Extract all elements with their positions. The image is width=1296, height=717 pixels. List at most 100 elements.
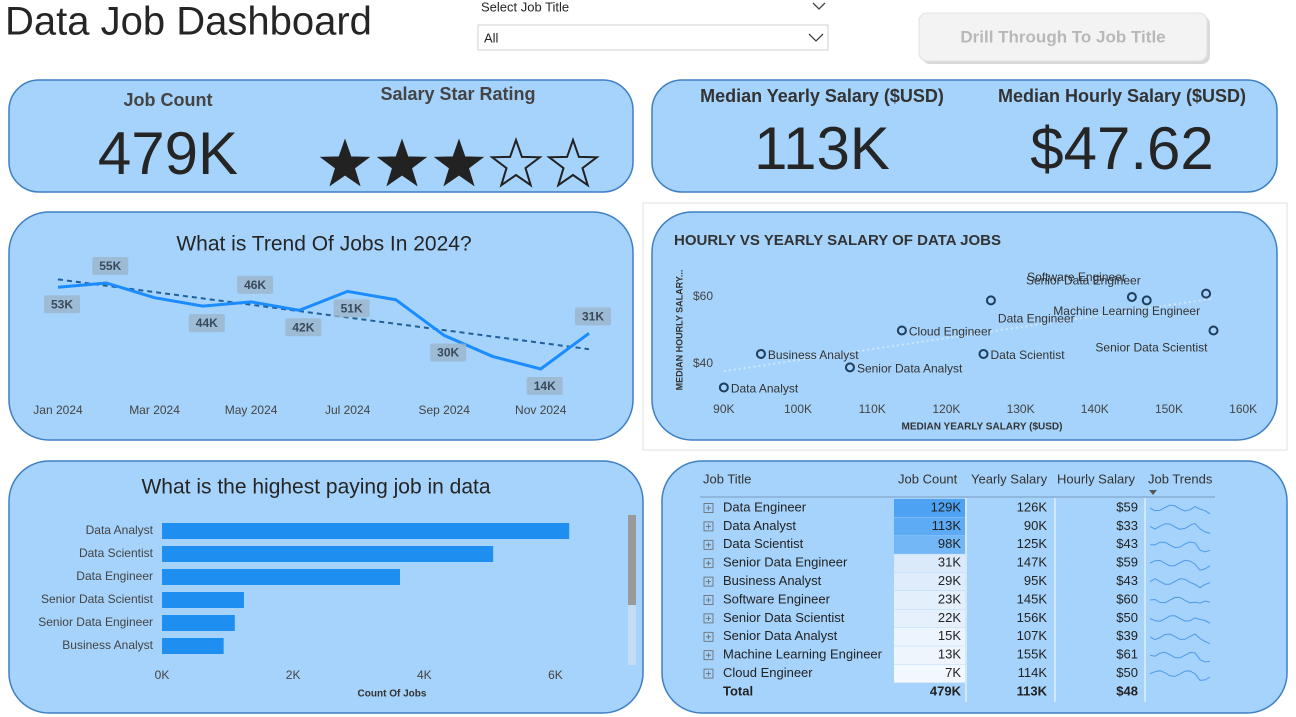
sparkline — [1149, 522, 1211, 534]
data-label: 46K — [244, 278, 266, 292]
bar — [162, 638, 224, 654]
column-header: Job Count — [898, 471, 958, 486]
bar — [162, 546, 494, 562]
expand-icon — [703, 503, 714, 513]
x-tick-label: 4K — [417, 668, 432, 682]
scatter-point — [755, 348, 766, 359]
table-cell: $39 — [1116, 628, 1138, 643]
column-header: Hourly Salary — [1057, 471, 1136, 486]
star — [319, 138, 371, 187]
table-cell: 15K — [938, 628, 961, 643]
x-tick-label: 120K — [932, 402, 960, 416]
filter-dropdown[interactable] — [477, 24, 829, 51]
kpi-value: 113K — [754, 115, 890, 182]
table-cell: $61 — [1116, 647, 1138, 662]
table-cell: 98K — [938, 536, 961, 551]
sparkline — [1149, 615, 1211, 624]
x-tick-label: 110K — [859, 402, 886, 416]
total-cell: $48 — [1116, 683, 1138, 698]
filter-value: All — [484, 30, 499, 45]
data-label: 42K — [292, 320, 314, 334]
sparkline — [1149, 559, 1211, 571]
bar — [162, 592, 244, 608]
star — [489, 136, 543, 188]
expand-plus — [706, 523, 711, 529]
data-label: 51K — [341, 302, 363, 316]
point-label: Data Analyst — [731, 382, 799, 396]
star — [376, 138, 428, 187]
expand-icon — [703, 539, 714, 550]
table-cell: $50 — [1116, 610, 1138, 625]
kpi-value: 479K — [98, 120, 238, 187]
bar — [162, 569, 401, 585]
y-tick-label: Business Analyst — [62, 638, 153, 652]
scatter-point — [1126, 292, 1137, 302]
expand-icon — [703, 576, 714, 587]
y-tick-label: Senior Data Engineer — [38, 615, 153, 629]
table-cell: 7K — [945, 665, 961, 680]
table-cell: $33 — [1116, 518, 1138, 533]
x-tick-label: 2K — [286, 668, 301, 682]
x-axis-title: Count Of Jobs — [358, 689, 427, 700]
y-tick-label: Data Engineer — [76, 569, 153, 583]
count-cell — [894, 572, 965, 591]
table-cell: 23K — [938, 591, 961, 606]
sparkline — [1149, 651, 1211, 663]
x-tick-label: 90K — [713, 402, 734, 416]
total-cell: Total — [723, 683, 753, 698]
kpi-label: Salary Star Rating — [380, 84, 535, 104]
y-tick-label: Senior Data Scientist — [41, 592, 154, 606]
y-tick-label: $40 — [693, 356, 713, 370]
kpi-panel — [651, 79, 1278, 193]
dashboard-title: Data Job Dashboard — [5, 0, 372, 44]
kpi-label: Median Yearly Salary ($USD) — [700, 86, 944, 106]
table-cell: 156K — [1017, 610, 1048, 625]
x-tick-label: 150K — [1155, 402, 1183, 416]
count-cell — [894, 499, 965, 517]
x-axis-title: MEDIAN YEARLY SALARY ($USD) — [902, 422, 1063, 433]
drill-button[interactable] — [918, 12, 1208, 62]
sparkline — [1149, 633, 1211, 645]
table-cell: 155K — [1017, 647, 1048, 662]
table-cell: 22K — [938, 610, 961, 625]
expand-plus — [706, 560, 711, 566]
button-label: Drill Through To Job Title — [960, 27, 1165, 46]
point-label: Senior Data Engineer — [1026, 274, 1141, 288]
x-tick-label: 0K — [155, 668, 170, 682]
scrollbar-thumb[interactable] — [628, 515, 636, 605]
chart-title: What is Trend Of Jobs In 2024? — [176, 233, 471, 256]
scatter-point — [1141, 295, 1152, 306]
data-label-bg — [575, 307, 611, 326]
point-label: Machine Learning Engineer — [1053, 304, 1200, 318]
x-tick-label: 160K — [1229, 402, 1257, 416]
chart-title: HOURLY VS YEARLY SALARY OF DATA JOBS — [674, 232, 1001, 249]
expand-plus — [706, 597, 711, 603]
table-cell: Senior Data Engineer — [723, 555, 848, 570]
table-cell: $59 — [1116, 499, 1138, 514]
sparkline — [1149, 670, 1211, 681]
trend-series — [57, 281, 590, 371]
count-cell — [894, 646, 965, 665]
table-cell: $43 — [1116, 536, 1138, 551]
scatter-point — [1208, 325, 1219, 336]
table-cell: Machine Learning Engineer — [723, 647, 883, 662]
y-axis-title: MEDIAN HOURLY SALARY... — [674, 270, 684, 391]
x-tick-label: Nov 2024 — [515, 403, 567, 417]
table-panel — [661, 460, 1288, 714]
count-cell — [894, 554, 965, 573]
scatter-panel — [651, 211, 1278, 441]
data-label-bg — [285, 318, 322, 337]
x-tick-label: Mar 2024 — [129, 403, 180, 417]
data-label-bg — [526, 377, 563, 395]
table: Job Title Job Count Yearly Salary Hourly Sa… — [703, 471, 1213, 698]
point-label: Business Analyst — [768, 348, 859, 362]
kpi-value: $47.62 — [1030, 115, 1214, 182]
expand-icon — [703, 668, 714, 679]
x-tick-label: Sep 2024 — [418, 403, 470, 417]
data-label-bg — [92, 257, 129, 275]
data-label: 44K — [196, 316, 218, 330]
kpi-label: Job Count — [124, 90, 213, 110]
table-cell: Data Analyst — [723, 518, 796, 533]
x-tick-label: May 2024 — [225, 403, 278, 417]
column-header: Job Title — [703, 471, 751, 486]
